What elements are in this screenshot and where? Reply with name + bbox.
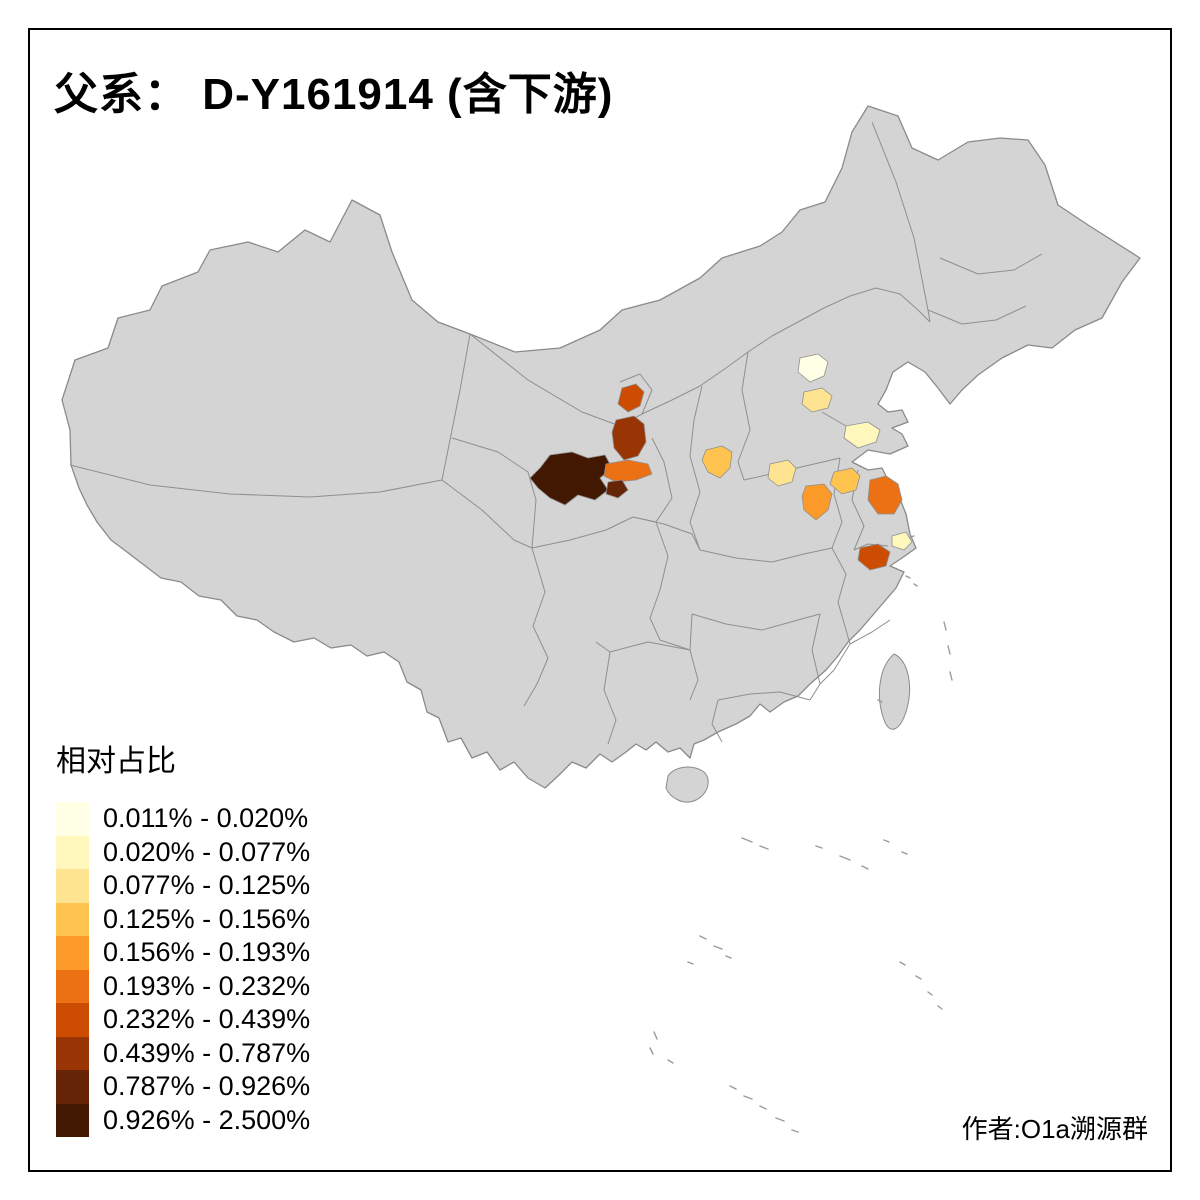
legend-swatch — [56, 835, 89, 869]
hainan-island — [665, 766, 709, 803]
legend-swatch — [56, 936, 89, 970]
legend-item: 0.011% - 0.020% — [56, 802, 310, 836]
author-credit: 作者:O1a溯源群 — [961, 1114, 1148, 1144]
legend-item: 0.020% - 0.077% — [56, 835, 311, 869]
legend-label: 0.926% - 2.500% — [103, 1104, 311, 1135]
province-boundaries — [69, 121, 1043, 745]
legend-label: 0.020% - 0.077% — [103, 836, 311, 867]
choropleth-region-4 — [603, 459, 653, 483]
choropleth-region-6 — [701, 445, 733, 479]
legend-item: 0.156% - 0.193% — [56, 936, 310, 970]
choropleth-region-2 — [611, 415, 647, 461]
legend-item: 0.232% - 0.439% — [56, 1003, 310, 1037]
choropleth-region-11 — [829, 467, 861, 495]
legend: 相对占比 0.011% - 0.020% 0.020% - 0.077% 0.0… — [56, 736, 310, 1137]
legend-swatch — [56, 1070, 89, 1104]
legend-swatch — [56, 1036, 89, 1070]
choropleth-regions — [529, 353, 913, 571]
mainland-outline — [61, 105, 1141, 789]
legend-label: 0.193% - 0.232% — [103, 970, 311, 1001]
choropleth-region-7 — [767, 459, 797, 487]
legend-label: 0.077% - 0.125% — [103, 870, 311, 901]
choropleth-region-9 — [801, 387, 833, 413]
legend-item: 0.787% - 0.926% — [56, 1070, 310, 1104]
legend-label: 0.125% - 0.156% — [103, 903, 311, 934]
legend-swatch — [56, 969, 89, 1003]
legend-swatch — [56, 902, 89, 936]
choropleth-region-14 — [857, 543, 891, 571]
legend-swatch — [56, 1003, 89, 1037]
legend-item: 0.926% - 2.500% — [56, 1103, 311, 1137]
legend-swatch — [56, 869, 89, 903]
south-china-sea-islands — [649, 535, 953, 1133]
legend-label: 0.011% - 0.020% — [103, 803, 309, 834]
legend-swatch — [56, 1103, 89, 1137]
legend-swatch — [56, 802, 89, 836]
legend-label: 0.787% - 0.926% — [103, 1071, 311, 1102]
choropleth-region-15 — [891, 531, 913, 551]
legend-label: 0.156% - 0.193% — [103, 937, 311, 968]
legend-item: 0.439% - 0.787% — [56, 1036, 311, 1070]
legend-item: 0.193% - 0.232% — [56, 969, 311, 1003]
page-title: 父系： D-Y161914 (含下游) — [54, 70, 614, 119]
choropleth-region-10 — [843, 421, 881, 449]
legend-label: 0.232% - 0.439% — [103, 1004, 311, 1035]
choropleth-region-5 — [605, 479, 629, 499]
legend-item: 0.077% - 0.125% — [56, 869, 310, 903]
choropleth-region-12 — [801, 483, 833, 521]
taiwan-island — [878, 653, 911, 730]
legend-title: 相对占比 — [56, 745, 176, 778]
legend-label: 0.439% - 0.787% — [103, 1037, 311, 1068]
choropleth-region-8 — [797, 353, 829, 383]
choropleth-region-3 — [617, 383, 645, 413]
legend-item: 0.125% - 0.156% — [56, 902, 311, 936]
choropleth-region-13 — [867, 475, 903, 515]
